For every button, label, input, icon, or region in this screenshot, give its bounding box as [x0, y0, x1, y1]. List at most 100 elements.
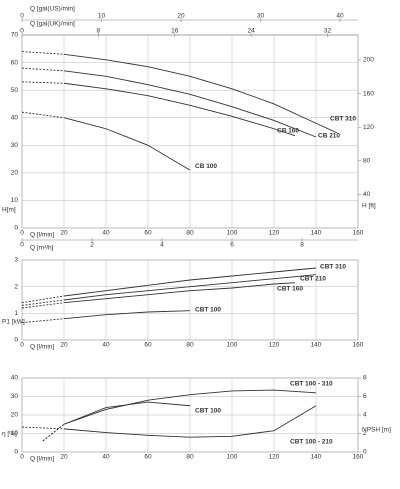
- y-tick-label: 2: [14, 283, 18, 290]
- extra-axis-tick-label: 10: [98, 13, 106, 20]
- x-tick-label: 20: [60, 342, 68, 349]
- x-tick-label: 140: [311, 454, 322, 461]
- y-tick-label: 50: [11, 87, 19, 94]
- x-tick-label: 20: [60, 230, 68, 237]
- curve-dashed: [21, 111, 65, 119]
- extra-axis-tick-label: 0: [20, 242, 24, 249]
- y-tick-label: 20: [11, 412, 19, 419]
- extra-axis-tick-label: 20: [177, 13, 185, 20]
- curve-label: CBT 210: [300, 275, 326, 282]
- y-tick-label: 40: [11, 114, 19, 121]
- x-tick-label: 80: [186, 454, 194, 461]
- curve-dashed: [21, 299, 65, 306]
- y2-tick-label: 6: [363, 393, 367, 400]
- curve-label: CBT 100 - 210: [290, 438, 333, 445]
- curve: [63, 267, 317, 297]
- x-tick-label: 40: [102, 454, 110, 461]
- x-tick-label: 80: [186, 230, 194, 237]
- y-tick-label: 20: [11, 170, 19, 177]
- curve: [63, 310, 191, 320]
- x-axis-title: Q [l/min]: [30, 232, 54, 239]
- x-tick-label: 0: [20, 230, 24, 237]
- curve: [63, 82, 296, 137]
- x-tick-label: 120: [269, 342, 280, 349]
- curve-dashed: [21, 302, 65, 309]
- curve-dashed: [21, 295, 65, 304]
- extra-axis-tick-label: 0: [20, 13, 24, 20]
- curve-label: CBT 100: [195, 306, 221, 313]
- y-tick-label: 60: [11, 59, 19, 66]
- y2-axis-title: H [ft]: [362, 203, 376, 210]
- x-axis-title: Q [l/min]: [30, 456, 54, 463]
- curve: [63, 70, 317, 138]
- y-tick-label: 30: [11, 393, 19, 400]
- curve-label: CBT 100: [195, 407, 221, 414]
- y2-tick-label: 120: [363, 124, 374, 131]
- y2-tick-label: 160: [363, 90, 374, 97]
- curve-dashed: [21, 81, 65, 84]
- y2-axis-title: NPSH [m]: [362, 427, 391, 434]
- curve-label: CB 100: [195, 163, 217, 170]
- y-axis-title: η [%]: [2, 431, 17, 438]
- x-tick-label: 140: [311, 342, 322, 349]
- x-tick-label: 160: [353, 230, 364, 237]
- extra-axis-title: Q [gal(US)/min]: [30, 6, 75, 13]
- x-tick-label: 40: [102, 230, 110, 237]
- extra-axis-tick-label: 40: [336, 13, 344, 20]
- curve-label: CBT 160: [277, 285, 303, 292]
- y-axis-title: P1 [kW]: [2, 319, 25, 326]
- curve: [63, 282, 296, 304]
- y-axis-title: H[m]: [2, 207, 16, 214]
- x-tick-label: 120: [269, 230, 280, 237]
- y-tick-label: 1: [14, 310, 18, 317]
- x-tick-label: 140: [311, 230, 322, 237]
- y2-tick-label: 4: [363, 412, 367, 419]
- x-tick-label: 0: [20, 454, 24, 461]
- x-tick-label: 40: [102, 342, 110, 349]
- curve-dashed: [21, 67, 65, 72]
- extra-axis-title: Q [gal(UK)/min]: [30, 21, 75, 28]
- curve-label: CBT 310: [320, 264, 346, 271]
- x-tick-label: 60: [144, 230, 152, 237]
- y-tick-label: 70: [11, 32, 19, 39]
- extra-axis-tick-label: 0: [20, 28, 24, 35]
- curve-label: CBT 310: [330, 116, 356, 123]
- y2-tick-label: 40: [363, 191, 371, 198]
- extra-axis-tick-label: 16: [171, 28, 179, 35]
- curve-dashed: [21, 426, 65, 430]
- x-tick-label: 0: [20, 342, 24, 349]
- curve-label: CBT 100 - 310: [290, 381, 333, 388]
- y-tick-label: 0: [14, 337, 18, 344]
- curve: [63, 405, 317, 438]
- x-tick-label: 80: [186, 342, 194, 349]
- curve: [63, 117, 191, 171]
- x-tick-label: 120: [269, 454, 280, 461]
- curve-label: CB 210: [318, 133, 340, 140]
- y2-tick-label: 0: [363, 449, 367, 456]
- extra-axis-title: Q [m³/h]: [30, 245, 54, 252]
- x-tick-label: 160: [353, 342, 364, 349]
- y-tick-label: 0: [14, 225, 18, 232]
- y2-tick-label: 8: [363, 375, 367, 382]
- curve: [63, 53, 338, 134]
- y2-tick-label: 80: [363, 158, 371, 165]
- curve: [63, 389, 317, 425]
- x-tick-label: 60: [144, 342, 152, 349]
- x-tick-label: 160: [353, 454, 364, 461]
- y2-tick-label: 2: [363, 430, 367, 437]
- x-axis-title: Q [l/min]: [30, 344, 54, 351]
- y-tick-label: 40: [11, 375, 19, 382]
- extra-axis-tick-label: 2: [90, 242, 94, 249]
- curve-dashed: [21, 51, 65, 55]
- y-tick-label: 10: [11, 197, 19, 204]
- y2-tick-label: 200: [363, 57, 374, 64]
- y-tick-label: 3: [14, 257, 18, 264]
- curve-dashed: [21, 318, 65, 324]
- y-tick-label: 30: [11, 142, 19, 149]
- extra-axis-tick-label: 30: [257, 13, 265, 20]
- x-tick-label: 20: [60, 454, 68, 461]
- x-tick-label: 60: [144, 454, 152, 461]
- curve-dashed: [42, 423, 65, 442]
